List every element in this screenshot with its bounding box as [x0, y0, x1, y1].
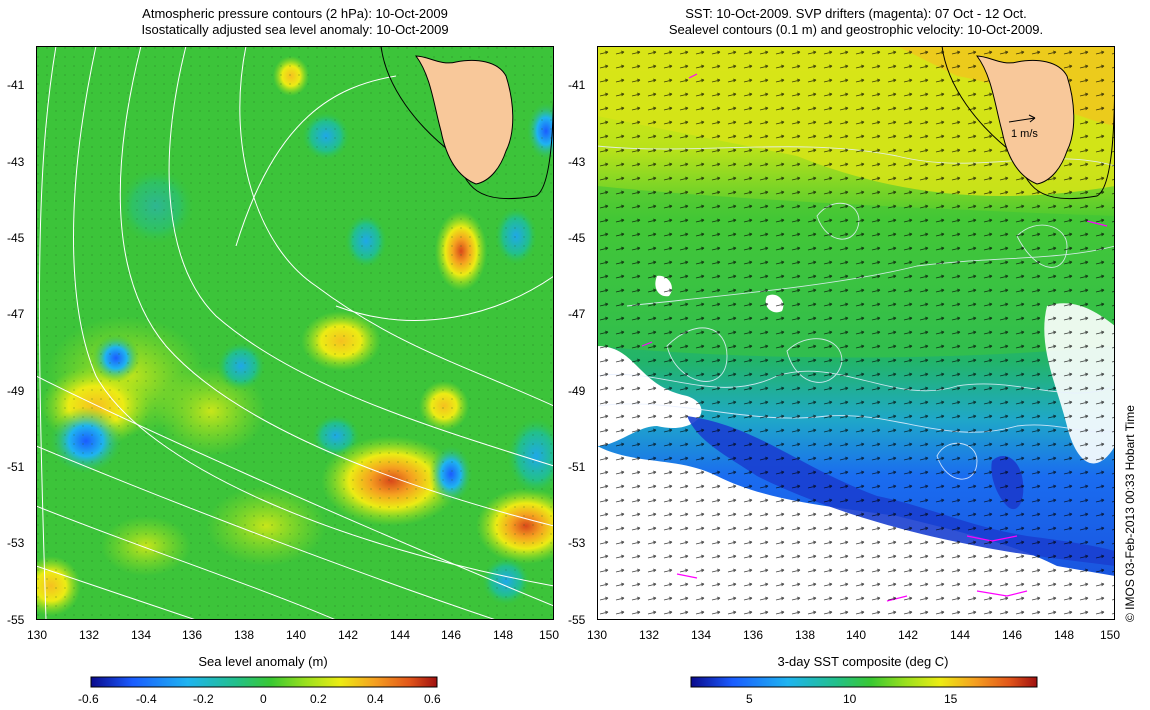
left-x-tick: 132 — [79, 628, 100, 642]
left-x-tick: 136 — [182, 628, 203, 642]
right-x-tick: 136 — [743, 628, 764, 642]
right-x-tick: 140 — [846, 628, 867, 642]
left-colorbar-title: Sea level anomaly (m) — [198, 654, 328, 669]
right-y-tick: -53 — [568, 536, 586, 550]
sst-colorbar-tick: 10 — [843, 692, 857, 706]
imos-credit: © IMOS 03-Feb-2013 00:33 Hobart Time — [1123, 405, 1137, 622]
right-y-tick: -47 — [568, 307, 586, 321]
sst-colorbar — [690, 676, 1038, 688]
left-y-tick: -49 — [7, 384, 25, 398]
left-x-tick: 150 — [539, 628, 560, 642]
vector-scale-label: 1 m/s — [1011, 128, 1038, 140]
pressure-contours — [36, 46, 554, 620]
sla-colorbar — [90, 676, 438, 688]
left-x-tick: 148 — [493, 628, 514, 642]
sla-colorbar-tick: 0.6 — [424, 692, 441, 706]
right-x-tick: 142 — [898, 628, 919, 642]
left-panel-title: Atmospheric pressure contours (2 hPa): 1… — [36, 6, 554, 38]
left-x-tick: 140 — [286, 628, 307, 642]
left-x-tick: 130 — [27, 628, 48, 642]
sla-colorbar-tick: 0.4 — [367, 692, 384, 706]
right-title-line1: SST: 10-Oct-2009. SVP drifters (magenta)… — [685, 6, 1027, 21]
left-y-tick: -45 — [7, 231, 25, 245]
left-y-tick: -53 — [7, 536, 25, 550]
tasmania-landmass — [380, 46, 554, 200]
tasmania-landmass-sst — [941, 46, 1115, 200]
sea-level-anomaly-map — [36, 46, 554, 620]
sla-colorbar-tick: -0.6 — [78, 692, 99, 706]
right-x-tick: 144 — [950, 628, 971, 642]
left-x-tick: 142 — [338, 628, 359, 642]
right-y-tick: -51 — [568, 460, 586, 474]
left-y-tick: -41 — [7, 78, 25, 92]
left-x-tick: 146 — [441, 628, 462, 642]
right-x-tick: 138 — [795, 628, 816, 642]
left-title-line1: Atmospheric pressure contours (2 hPa): 1… — [142, 6, 448, 21]
right-x-tick: 130 — [587, 628, 608, 642]
left-y-tick: -43 — [7, 155, 25, 169]
sst-colorbar-tick: 15 — [944, 692, 958, 706]
left-y-tick: -47 — [7, 307, 25, 321]
right-x-tick: 150 — [1100, 628, 1121, 642]
right-title-line2: Sealevel contours (0.1 m) and geostrophi… — [668, 22, 1044, 37]
right-x-tick: 148 — [1054, 628, 1075, 642]
sst-colorbar-tick: 5 — [746, 692, 753, 706]
sla-colorbar-tick: -0.4 — [136, 692, 157, 706]
sla-colorbar-tick: -0.2 — [193, 692, 214, 706]
left-x-tick: 138 — [234, 628, 255, 642]
right-x-tick: 132 — [639, 628, 660, 642]
right-y-tick: -55 — [568, 613, 586, 627]
left-title-line2: Isostatically adjusted sea level anomaly… — [141, 22, 449, 37]
right-panel-title: SST: 10-Oct-2009. SVP drifters (magenta)… — [596, 6, 1116, 38]
left-x-tick: 134 — [131, 628, 152, 642]
right-colorbar-title: 3-day SST composite (deg C) — [777, 654, 949, 669]
right-y-tick: -45 — [568, 231, 586, 245]
right-y-tick: -49 — [568, 384, 586, 398]
right-x-tick: 146 — [1002, 628, 1023, 642]
left-y-tick: -55 — [7, 613, 25, 627]
sla-colorbar-tick: 0 — [260, 692, 267, 706]
right-x-tick: 134 — [691, 628, 712, 642]
right-y-tick: -43 — [568, 155, 586, 169]
vector-scale: 1 m/s — [1008, 114, 1038, 140]
sla-colorbar-tick: 0.2 — [310, 692, 327, 706]
left-y-tick: -51 — [7, 460, 25, 474]
sst-map: 1 m/s — [597, 46, 1115, 620]
left-x-tick: 144 — [390, 628, 411, 642]
right-y-tick: -41 — [568, 78, 586, 92]
